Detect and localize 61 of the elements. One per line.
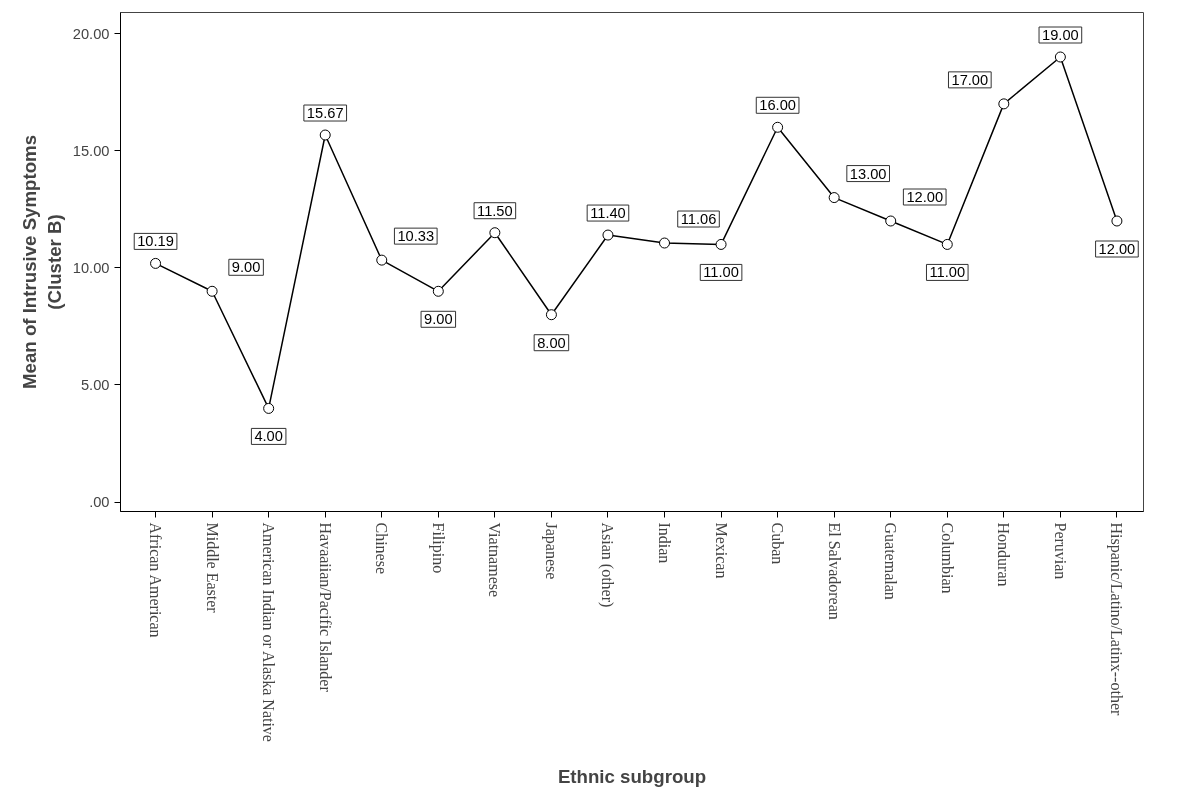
point xyxy=(432,285,444,297)
data-label: 10.19 xyxy=(137,233,174,250)
data-label: 4.00 xyxy=(254,428,283,445)
x-tick-label: Asian (other) xyxy=(598,522,617,608)
point xyxy=(150,257,162,269)
data-label: 11.00 xyxy=(703,264,739,281)
point xyxy=(489,227,501,239)
point xyxy=(998,98,1010,110)
x-tick-label: Mexican xyxy=(712,522,730,579)
point xyxy=(715,238,727,250)
x-tick-label: Filipino xyxy=(428,522,447,574)
point xyxy=(545,309,557,321)
y-tick-label: 20.00 xyxy=(72,25,110,42)
y-tick-label: 15.00 xyxy=(72,142,110,159)
x-tick-label: El Salvadorean xyxy=(825,522,843,620)
data-label: 11.06 xyxy=(680,211,717,228)
data-label: 15.67 xyxy=(306,105,344,122)
point xyxy=(659,237,671,249)
data-label: 11.00 xyxy=(929,264,966,281)
x-tick-label: American Indian or Alaska Native xyxy=(260,522,278,742)
x-tick-label: African American xyxy=(147,522,165,638)
data-label: 16.00 xyxy=(759,97,796,114)
data-label: 12.00 xyxy=(1098,241,1136,257)
data-label: 19.00 xyxy=(1042,27,1079,44)
y-tick-label: 5.00 xyxy=(80,376,110,393)
x-tick-label: Havaaiian/Pacific Islander xyxy=(316,522,334,693)
data-label: 10.33 xyxy=(397,228,435,245)
point xyxy=(1111,215,1123,227)
y-tick-label: 10.00 xyxy=(72,259,110,276)
point xyxy=(885,215,897,227)
y-tick-label: .00 xyxy=(89,494,110,511)
point xyxy=(772,121,784,133)
x-tick-label: Japanese xyxy=(541,522,560,580)
point xyxy=(263,402,275,414)
x-tick-label: Chinese xyxy=(373,522,391,575)
x-tick-label: Middle Easter xyxy=(203,522,221,614)
point xyxy=(319,129,331,141)
data-label: 17.00 xyxy=(951,71,989,88)
point xyxy=(376,254,388,266)
data-label: 11.40 xyxy=(590,205,626,222)
y-axis-title: Mean of Intrusive Symptoms (Cluster B) xyxy=(18,135,65,389)
data-label: 9.00 xyxy=(231,259,261,276)
x-tick-label: Cuban xyxy=(769,522,787,565)
x-axis-title: Ethnic subgroup xyxy=(557,765,707,787)
data-label: 9.00 xyxy=(424,311,453,328)
data-label: 13.00 xyxy=(849,165,887,182)
data-label: 8.00 xyxy=(537,334,566,351)
x-tick-label: Guatemalan xyxy=(882,522,900,600)
x-tick-label: Peruvian xyxy=(1051,522,1069,580)
x-tick-label: Indian xyxy=(656,522,674,564)
data-label: 12.00 xyxy=(906,189,944,205)
point xyxy=(206,285,218,297)
point xyxy=(1054,51,1066,63)
point xyxy=(828,192,840,204)
data-label: 11.50 xyxy=(477,202,513,219)
point xyxy=(602,229,614,241)
x-tick-label: Honduran xyxy=(995,522,1013,587)
point xyxy=(941,238,953,250)
x-tick-label: Hispanic/Latino/Latinx--other xyxy=(1107,522,1126,716)
x-tick-label: Columbian xyxy=(938,522,956,594)
x-tick-label: Viatnamese xyxy=(486,522,504,598)
